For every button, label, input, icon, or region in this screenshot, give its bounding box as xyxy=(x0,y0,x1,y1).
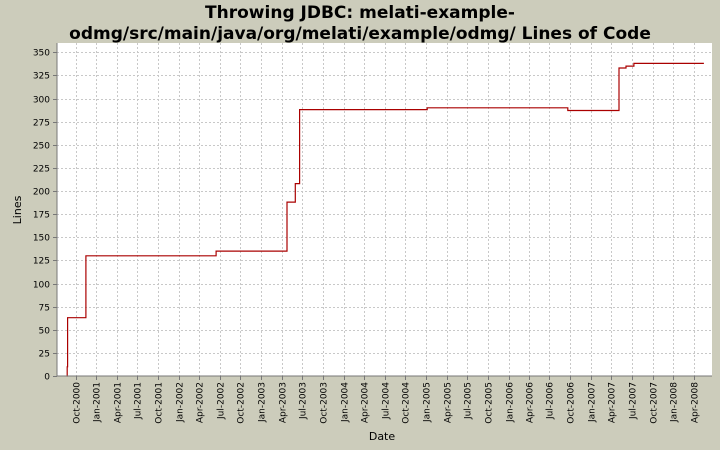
y-tick-label: 350 xyxy=(33,49,50,59)
x-tick-label: Apr-2006 xyxy=(526,382,536,423)
x-tick-label: Jan-2003 xyxy=(258,382,268,423)
x-tick-label: Jan-2005 xyxy=(423,382,433,423)
y-tick-label: 225 xyxy=(33,165,50,175)
x-tick-label: Apr-2003 xyxy=(279,382,289,423)
x-tick-label: Jul-2003 xyxy=(299,382,309,420)
y-axis-label: Lines xyxy=(11,195,24,224)
x-tick-label: Oct-2007 xyxy=(650,382,660,424)
series-line xyxy=(66,62,704,377)
x-tick-label: Oct-2003 xyxy=(320,382,330,424)
x-tick-label: Jan-2004 xyxy=(341,382,351,423)
x-tick-label: Oct-2000 xyxy=(73,382,83,424)
y-tick-label: 125 xyxy=(33,257,50,267)
x-tick-label: Jul-2005 xyxy=(464,382,474,420)
y-tick-label: 75 xyxy=(39,304,50,314)
series-layer xyxy=(66,62,704,377)
x-axis-label: Date xyxy=(369,430,396,443)
x-tick-label: Jul-2004 xyxy=(382,382,392,420)
x-tick-label: Apr-2005 xyxy=(444,382,454,423)
x-tick-label: Jul-2007 xyxy=(629,382,639,420)
y-tick-label: 175 xyxy=(33,211,50,221)
y-tick-label: 300 xyxy=(33,96,50,106)
x-tick-label: Jul-2002 xyxy=(217,382,227,420)
chart-title-line-2: odmg/src/main/java/org/melati/example/od… xyxy=(69,24,651,44)
x-tick-label: Jul-2006 xyxy=(546,382,556,420)
x-tick-label: Jan-2007 xyxy=(588,382,598,423)
y-tick-label: 50 xyxy=(39,327,51,337)
x-tick-label: Oct-2002 xyxy=(237,382,247,424)
y-tick-label: 325 xyxy=(33,72,50,82)
y-tick-label: 250 xyxy=(33,142,50,152)
x-tick-label: Oct-2005 xyxy=(485,382,495,424)
x-tick-label: Apr-2008 xyxy=(691,382,701,423)
x-tick-label: Jul-2001 xyxy=(134,382,144,420)
x-tick-label: Oct-2004 xyxy=(402,382,412,424)
x-tick-label: Jan-2008 xyxy=(670,382,680,423)
y-tick-label: 275 xyxy=(33,119,50,129)
y-tick-label: 100 xyxy=(33,281,50,291)
x-tick-label: Apr-2002 xyxy=(196,382,206,423)
x-tick-label: Jan-2006 xyxy=(506,382,516,423)
x-tick-label: Apr-2007 xyxy=(608,382,618,423)
x-tick-label: Jan-2002 xyxy=(176,382,186,423)
y-tick-label: 25 xyxy=(39,350,50,360)
grid xyxy=(57,43,712,376)
x-ticks: Oct-2000 Jan-2001 Apr-2001 Jul-2001 Oct-2001… xyxy=(73,376,701,424)
axes xyxy=(56,43,712,377)
y-tick-label: 150 xyxy=(33,234,50,244)
x-tick-label: Apr-2001 xyxy=(114,382,124,423)
y-tick-label: 0 xyxy=(44,373,50,383)
y-tick-label: 200 xyxy=(33,188,50,198)
x-tick-label: Apr-2004 xyxy=(361,382,371,423)
chart-title-line-1: Throwing JDBC: melati-example- xyxy=(205,3,515,23)
plot-area xyxy=(57,43,712,376)
x-tick-label: Oct-2006 xyxy=(567,382,577,424)
y-ticks: 0 25 50 75 100 125 150 175 200 225 250 275 300 325 350 xyxy=(33,49,57,383)
x-tick-label: Oct-2001 xyxy=(155,382,165,424)
x-tick-label: Jan-2001 xyxy=(93,382,103,423)
